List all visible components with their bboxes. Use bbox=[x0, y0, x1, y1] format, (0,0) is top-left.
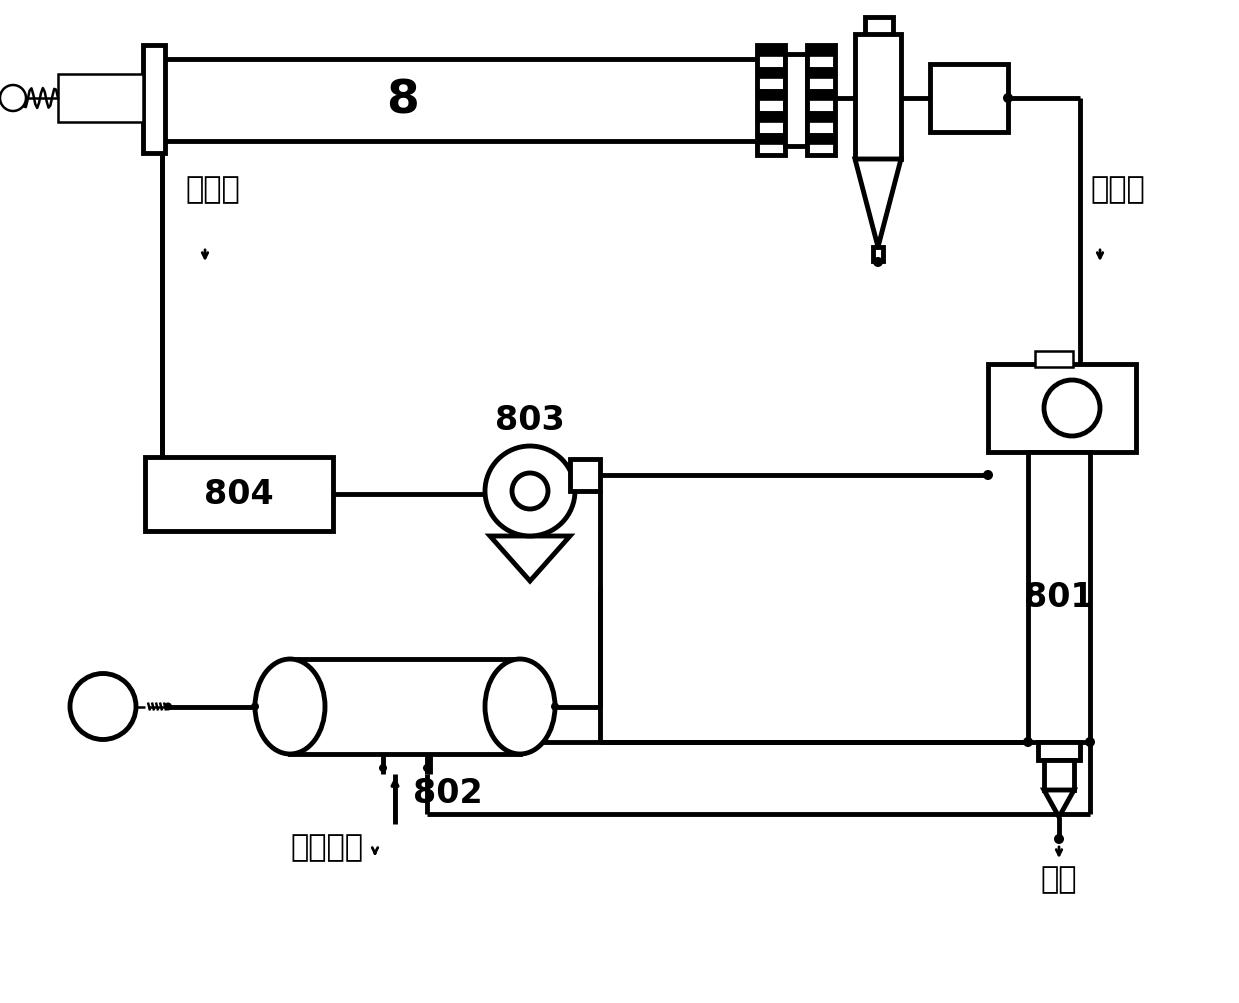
Circle shape bbox=[0, 86, 26, 112]
Polygon shape bbox=[489, 537, 570, 582]
Ellipse shape bbox=[255, 659, 325, 754]
Circle shape bbox=[1023, 737, 1033, 747]
Text: 804: 804 bbox=[204, 478, 274, 511]
Circle shape bbox=[422, 764, 431, 772]
Bar bbox=[807, 101, 835, 112]
Bar bbox=[807, 144, 835, 155]
Text: 8: 8 bbox=[385, 78, 419, 123]
Circle shape bbox=[873, 258, 883, 268]
Bar bbox=[930, 65, 1009, 132]
Bar bbox=[807, 112, 835, 123]
Text: 热烟气: 热烟气 bbox=[185, 175, 240, 204]
Bar bbox=[1044, 760, 1074, 790]
Bar bbox=[807, 68, 835, 79]
Bar bbox=[1038, 742, 1080, 760]
Polygon shape bbox=[855, 159, 901, 248]
Bar bbox=[290, 659, 520, 754]
Bar bbox=[145, 457, 333, 532]
Bar bbox=[873, 248, 883, 262]
Circle shape bbox=[551, 703, 559, 711]
Bar bbox=[807, 79, 835, 90]
Text: 助燃空气: 助燃空气 bbox=[290, 832, 363, 862]
Bar bbox=[757, 133, 786, 144]
Text: 803: 803 bbox=[496, 403, 565, 436]
Bar bbox=[855, 35, 901, 159]
Circle shape bbox=[69, 674, 136, 740]
Text: 802: 802 bbox=[413, 776, 483, 809]
Bar bbox=[786, 55, 807, 146]
Bar bbox=[1028, 452, 1090, 742]
Text: 热烟气: 热烟气 bbox=[1090, 175, 1145, 204]
Circle shape bbox=[252, 703, 259, 711]
Circle shape bbox=[1085, 737, 1095, 747]
Bar bbox=[757, 112, 786, 123]
Bar bbox=[162, 60, 762, 141]
Bar bbox=[807, 57, 835, 68]
Bar bbox=[757, 144, 786, 155]
Bar bbox=[142, 46, 165, 153]
Circle shape bbox=[379, 764, 387, 772]
Bar bbox=[807, 133, 835, 144]
Text: 煎气: 煎气 bbox=[1041, 865, 1077, 893]
Bar bbox=[757, 79, 786, 90]
Bar bbox=[987, 365, 1136, 452]
Polygon shape bbox=[1044, 790, 1074, 817]
Bar bbox=[865, 18, 893, 36]
Bar bbox=[1035, 352, 1073, 368]
Circle shape bbox=[164, 703, 172, 711]
Bar bbox=[570, 459, 600, 491]
Bar bbox=[807, 90, 835, 101]
Bar bbox=[807, 46, 835, 57]
Text: 801: 801 bbox=[1025, 581, 1094, 614]
Bar bbox=[757, 68, 786, 79]
Bar bbox=[757, 46, 786, 57]
Bar bbox=[757, 46, 786, 155]
Bar bbox=[757, 57, 786, 68]
Circle shape bbox=[484, 446, 575, 537]
Bar bbox=[807, 123, 835, 133]
Circle shape bbox=[1044, 380, 1100, 436]
Ellipse shape bbox=[484, 659, 555, 754]
Bar bbox=[58, 75, 142, 123]
Bar bbox=[807, 46, 835, 155]
Circle shape bbox=[983, 470, 992, 480]
Circle shape bbox=[1054, 834, 1064, 845]
Bar bbox=[757, 123, 786, 133]
Bar bbox=[757, 90, 786, 101]
Circle shape bbox=[1004, 94, 1014, 104]
Bar bbox=[757, 101, 786, 112]
Circle shape bbox=[512, 473, 548, 510]
